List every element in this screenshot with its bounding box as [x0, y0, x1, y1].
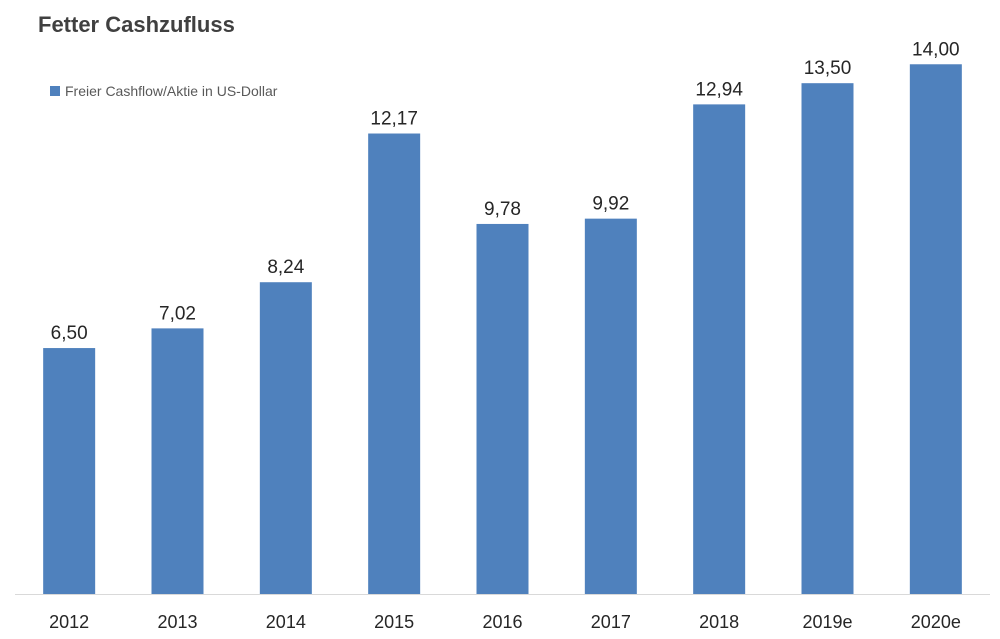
bar-value-label-2012: 6,50: [51, 323, 88, 344]
x-tick-label-2020e: 2020e: [911, 612, 961, 632]
bar-2013: [151, 328, 204, 594]
bar-value-label-2019e: 13,50: [804, 58, 852, 79]
x-tick-label-2016: 2016: [482, 612, 522, 632]
x-tick-labels-layer: 2012 2013 2014 2015 2016 2017 2018 2019e 2020e: [49, 612, 961, 632]
legend: Freier Cashflow/Aktie in US-Dollar: [50, 83, 277, 99]
bar-value-label-2017: 9,92: [592, 194, 629, 215]
bar-value-label-2013: 7,02: [159, 303, 196, 324]
bars-layer: [43, 64, 962, 595]
bar-labels-layer: 6,50 7,02 8,24 12,17 9,78 9,92 12,94 13,50 14,00: [51, 39, 960, 344]
bar-2015: [368, 133, 421, 594]
x-tick-label-2015: 2015: [374, 612, 414, 632]
bar-2016: [476, 223, 529, 594]
bar-value-label-2014: 8,24: [267, 257, 304, 278]
bar-value-label-2020e: 14,00: [912, 39, 960, 60]
x-tick-label-2014: 2014: [266, 612, 306, 632]
bar-2018: [693, 104, 746, 594]
legend-label: Freier Cashflow/Aktie in US-Dollar: [65, 83, 278, 99]
x-tick-label-2013: 2013: [157, 612, 197, 632]
chart-title: Fetter Cashzufluss: [38, 12, 235, 37]
bar-2014: [259, 282, 312, 594]
bar-value-label-2015: 12,17: [370, 109, 418, 130]
x-tick-label-2012: 2012: [49, 612, 89, 632]
bar-2012: [43, 348, 96, 594]
x-tick-label-2017: 2017: [591, 612, 631, 632]
x-tick-label-2019e: 2019e: [802, 612, 852, 632]
legend-swatch: [50, 86, 60, 96]
bar-value-label-2018: 12,94: [695, 79, 743, 100]
bar-2017: [584, 218, 637, 594]
bar-2019e: [801, 83, 854, 595]
x-tick-label-2018: 2018: [699, 612, 739, 632]
bar-value-label-2016: 9,78: [484, 199, 521, 220]
bar-2020e: [909, 64, 962, 595]
